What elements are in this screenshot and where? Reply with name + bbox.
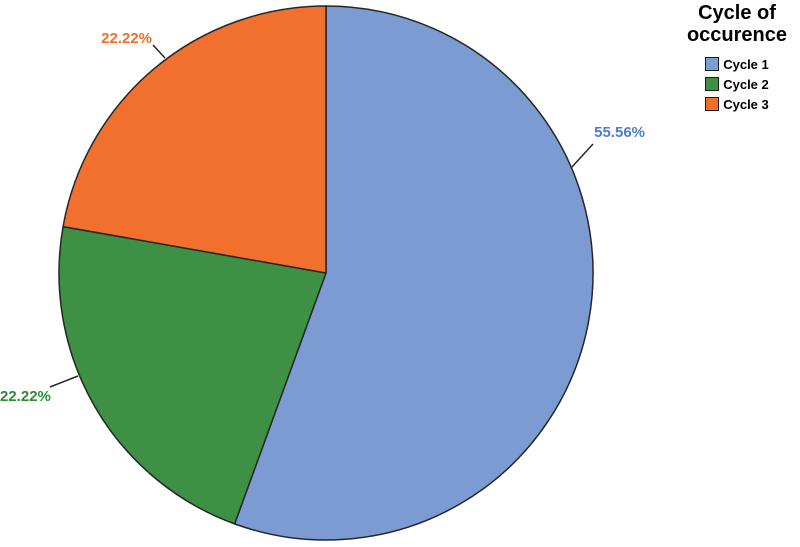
pct-label-cycle-3: 22.22%: [101, 30, 152, 47]
pct-label-cycle-2: 22.22%: [0, 388, 51, 405]
legend-label-cycle-2: Cycle 2: [723, 76, 769, 92]
legend-swatch-cycle-1: [705, 57, 720, 71]
legend-swatch-cycle-3: [705, 97, 720, 111]
pie-slice-cycle-2: [58, 225, 327, 525]
legend-label-cycle-3: Cycle 3: [723, 96, 769, 112]
pie-slice-cycle-1: [233, 5, 594, 541]
legend-label-cycle-1: Cycle 1: [723, 56, 769, 72]
leader-line-cycle-2: [49, 375, 79, 388]
leader-line-cycle-3: [152, 44, 166, 59]
legend-title: Cycle of occurence: [674, 2, 800, 46]
legend-item-cycle-1: Cycle 1: [705, 54, 769, 74]
chart-legend: Cycle of occurence Cycle 1 Cycle 2 Cycle…: [674, 0, 800, 116]
legend-item-cycle-2: Cycle 2: [705, 74, 769, 94]
legend-item-cycle-3: Cycle 3: [705, 94, 769, 114]
legend-swatch-cycle-2: [705, 77, 720, 91]
pie-slice-cycle-3: [62, 5, 327, 274]
legend-title-line2: occurence: [686, 24, 788, 46]
pct-label-cycle-1: 55.56%: [594, 124, 645, 141]
leader-line-cycle-1: [570, 143, 594, 169]
legend-title-line1: Cycle of: [698, 2, 776, 24]
legend-items: Cycle 1 Cycle 2 Cycle 3: [705, 54, 769, 114]
